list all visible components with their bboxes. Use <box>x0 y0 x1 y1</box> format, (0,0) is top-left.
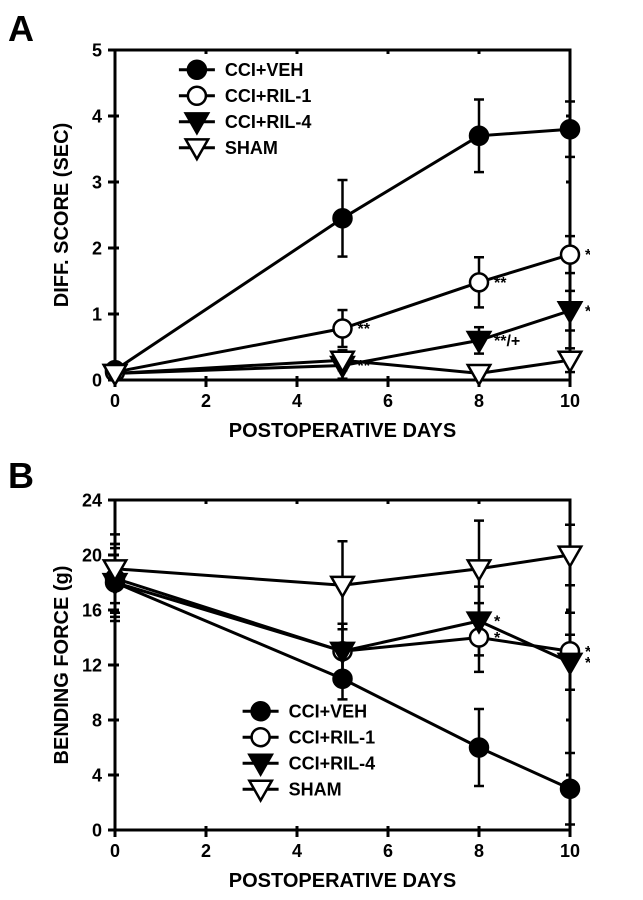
panel-b-label: B <box>8 455 34 497</box>
svg-text:4: 4 <box>92 106 102 126</box>
svg-text:8: 8 <box>92 710 102 730</box>
svg-text:16: 16 <box>82 600 102 620</box>
svg-text:**: ** <box>358 321 371 338</box>
svg-text:5: 5 <box>92 40 102 60</box>
svg-text:SHAM: SHAM <box>225 138 278 158</box>
svg-text:3: 3 <box>92 172 102 192</box>
svg-text:6: 6 <box>383 841 393 861</box>
svg-text:12: 12 <box>82 655 102 675</box>
svg-text:4: 4 <box>92 765 102 785</box>
svg-text:10: 10 <box>560 841 580 861</box>
svg-text:*: * <box>585 655 590 672</box>
svg-text:POSTOPERATIVE DAYS: POSTOPERATIVE DAYS <box>229 870 456 892</box>
svg-text:**/+: **/+ <box>494 333 520 350</box>
svg-text:SHAM: SHAM <box>289 780 342 800</box>
svg-text:**: ** <box>585 247 590 264</box>
svg-text:2: 2 <box>201 841 211 861</box>
panel-a-chart: 0 2 4 6 8 10 0 1 2 3 4 5 POSTOPERATIVE DAYS DIFF. SCO… <box>45 30 590 450</box>
svg-text:CCI+RIL-1: CCI+RIL-1 <box>289 728 376 748</box>
svg-text:*: * <box>494 614 501 631</box>
svg-text:4: 4 <box>292 391 302 411</box>
svg-text:0: 0 <box>92 820 102 840</box>
svg-text:20: 20 <box>82 545 102 565</box>
figure-container: A B 0246810012345POSTOPERATIVE DAYSDIFF.… <box>0 0 643 899</box>
svg-text:0: 0 <box>110 391 120 411</box>
svg-text:24: 24 <box>82 490 102 510</box>
svg-text:CCI+RIL-1: CCI+RIL-1 <box>225 86 312 106</box>
svg-text:POSTOPERATIVE DAYS: POSTOPERATIVE DAYS <box>229 420 456 442</box>
svg-text:DIFF. SCORE (SEC): DIFF. SCORE (SEC) <box>51 123 73 307</box>
svg-text:0: 0 <box>110 841 120 861</box>
panel-b-chart: 024681004812162024POSTOPERATIVE DAYSBEND… <box>45 480 590 900</box>
svg-text:4: 4 <box>292 841 302 861</box>
svg-text:**: ** <box>358 358 371 375</box>
svg-text:**: ** <box>494 275 507 292</box>
svg-text:6: 6 <box>383 391 393 411</box>
svg-text:2: 2 <box>92 238 102 258</box>
svg-text:1: 1 <box>92 304 102 324</box>
svg-text:CCI+VEH: CCI+VEH <box>225 60 304 80</box>
svg-text:CCI+RIL-4: CCI+RIL-4 <box>225 112 312 132</box>
svg-text:10: 10 <box>560 391 580 411</box>
svg-text:BENDING FORCE (g): BENDING FORCE (g) <box>51 566 73 765</box>
svg-text:8: 8 <box>474 391 484 411</box>
svg-text:CCI+RIL-4: CCI+RIL-4 <box>289 754 376 774</box>
svg-text:0: 0 <box>92 370 102 390</box>
svg-text:*: * <box>494 630 501 647</box>
svg-text:**/+: **/+ <box>585 303 590 320</box>
svg-text:8: 8 <box>474 841 484 861</box>
svg-text:2: 2 <box>201 391 211 411</box>
panel-a-label: A <box>8 8 34 50</box>
svg-text:CCI+VEH: CCI+VEH <box>289 702 368 722</box>
